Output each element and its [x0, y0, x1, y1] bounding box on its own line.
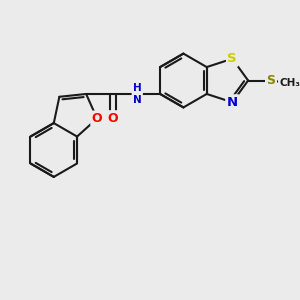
Text: O: O: [92, 112, 102, 125]
Text: S: S: [227, 52, 237, 65]
Text: S: S: [266, 74, 275, 87]
Text: N: N: [227, 96, 238, 109]
Text: O: O: [108, 112, 118, 125]
Text: CH₃: CH₃: [279, 78, 300, 88]
Text: H
N: H N: [133, 83, 142, 105]
